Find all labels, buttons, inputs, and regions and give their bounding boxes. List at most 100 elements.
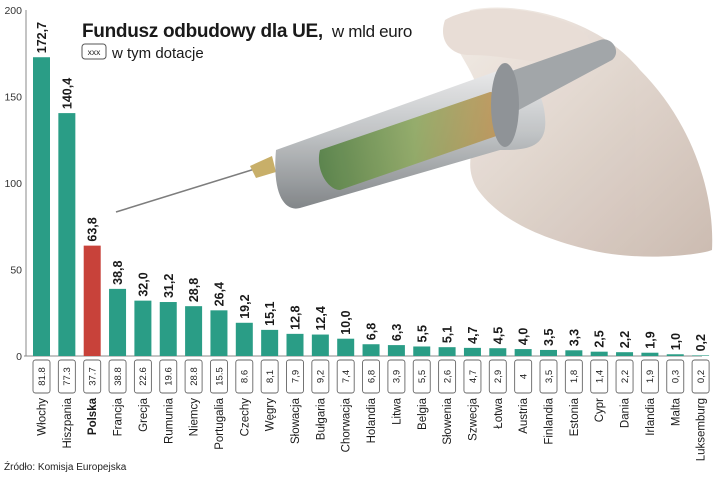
category-label: Polska: [87, 397, 99, 435]
grants-box: [336, 359, 355, 394]
value-label: 2,2: [618, 331, 632, 348]
grants-label: 4,7: [468, 370, 479, 383]
bar-węgry: [261, 329, 279, 356]
grants-label: 1,9: [645, 370, 656, 383]
grants-box: [83, 359, 102, 394]
category-label: Słowacja: [290, 397, 302, 444]
value-label: 31,2: [162, 274, 176, 298]
value-label: 28,8: [187, 278, 201, 302]
bars: [33, 57, 710, 356]
category-label: Irlandia: [645, 397, 657, 435]
value-label: 1,9: [643, 331, 657, 348]
grants-label: 2,9: [493, 370, 504, 383]
grants-label: 19.6: [164, 367, 175, 386]
bar-chorwacja: [337, 338, 355, 356]
value-label: 6,8: [365, 323, 379, 340]
value-label: 10,0: [339, 310, 353, 334]
value-label: 1,0: [669, 333, 683, 350]
category-label: Grecja: [138, 397, 150, 431]
grants-boxes: 81.8 77.3 37.7 38.8 22.6 19.6 28.8 15.5 8.6 8,1 7,…: [32, 359, 710, 394]
value-label: 26,4: [212, 282, 226, 306]
grants-box: [640, 359, 659, 394]
category-label: Węgry: [265, 398, 277, 431]
grants-label: 9,2: [316, 370, 327, 383]
value-label: 172,7: [35, 22, 49, 53]
bar-belgia: [413, 346, 431, 356]
bar-włochy: [33, 57, 50, 356]
grants-label: 2,6: [442, 370, 453, 383]
grants-label: 1,8: [569, 370, 580, 383]
bar-finlandia: [540, 349, 557, 356]
grants-box: [362, 359, 380, 394]
needle: [115, 167, 259, 213]
grants-label: 38.8: [113, 367, 124, 386]
value-label: 15,1: [263, 302, 277, 326]
value-label: 0,2: [694, 334, 708, 351]
bar-portugalia: [210, 310, 228, 356]
svg-text:Fundusz odbudowy dla UE,: Fundusz odbudowy dla UE, w mld euro: [82, 21, 412, 42]
category-label: Hiszpania: [62, 397, 74, 448]
y-tick-label: 150: [4, 92, 22, 104]
grants-box: [311, 359, 330, 394]
category-label: Czechy: [239, 398, 251, 437]
category-label: Luksemburg: [696, 398, 708, 461]
bar-grecja: [134, 300, 152, 356]
grants-label: 3,5: [544, 370, 555, 383]
grants-label: 22.6: [138, 367, 149, 386]
bar-irlandia: [641, 352, 659, 356]
grants-box: [209, 359, 228, 394]
bar-słowacja: [286, 333, 304, 356]
grants-box: [539, 359, 558, 394]
legend-text: w tym dotacje: [111, 45, 204, 62]
value-label: 2,5: [593, 330, 607, 347]
grants-box: [514, 359, 533, 394]
grants-label: 1,4: [595, 370, 606, 383]
category-label: Łotwa: [493, 397, 505, 428]
bar-austria: [514, 349, 532, 356]
grants-box: [691, 359, 710, 394]
bar-czechy: [235, 322, 253, 356]
bar-hiszpania: [58, 113, 76, 356]
bar-litwa: [387, 345, 405, 356]
bar-łotwa: [489, 348, 507, 356]
category-label: Litwa: [391, 397, 403, 424]
value-label: 4,5: [491, 327, 505, 344]
value-label: 63,8: [86, 217, 100, 241]
bar-estonia: [565, 350, 583, 356]
category-label: Belgia: [417, 397, 429, 430]
grants-box: [159, 359, 178, 394]
grants-box: [488, 359, 507, 394]
value-label: 5,5: [415, 325, 429, 342]
category-label: Szwecja: [467, 397, 479, 440]
syringe-flange: [491, 63, 519, 147]
category-label: Malta: [670, 397, 682, 426]
bar-niemcy: [185, 306, 203, 356]
bar-polska: [83, 245, 101, 356]
grants-label: 5,5: [417, 370, 428, 383]
category-label: Finlandia: [544, 397, 556, 444]
category-label: Włochy: [37, 398, 49, 436]
value-label: 5,1: [441, 326, 455, 343]
bar-luksemburg: [692, 355, 710, 356]
grants-label: 3,9: [392, 370, 403, 383]
grants-box: [590, 359, 609, 394]
value-labels: 172,7 140,4 63,8 38,8 32,0 31,2 28,8 26,4 19,2 15…: [35, 22, 708, 351]
value-label: 6,3: [390, 324, 404, 341]
grants-box: [235, 359, 254, 394]
value-label: 4,7: [466, 326, 480, 343]
value-label: 140,4: [60, 78, 74, 109]
bar-malta: [666, 354, 684, 356]
grants-label: 7,9: [290, 370, 301, 383]
syringe-illustration: [115, 7, 713, 257]
grants-label: 37.7: [88, 367, 99, 386]
legend-box: [81, 43, 107, 60]
category-label: Cypr: [594, 398, 606, 422]
grants-box: [438, 359, 457, 394]
grants-box: [133, 359, 152, 394]
grants-label: 81.8: [37, 367, 48, 386]
legend-box-label: xxx: [88, 47, 102, 57]
grants-box: [387, 359, 406, 394]
grants-box: [615, 359, 634, 394]
